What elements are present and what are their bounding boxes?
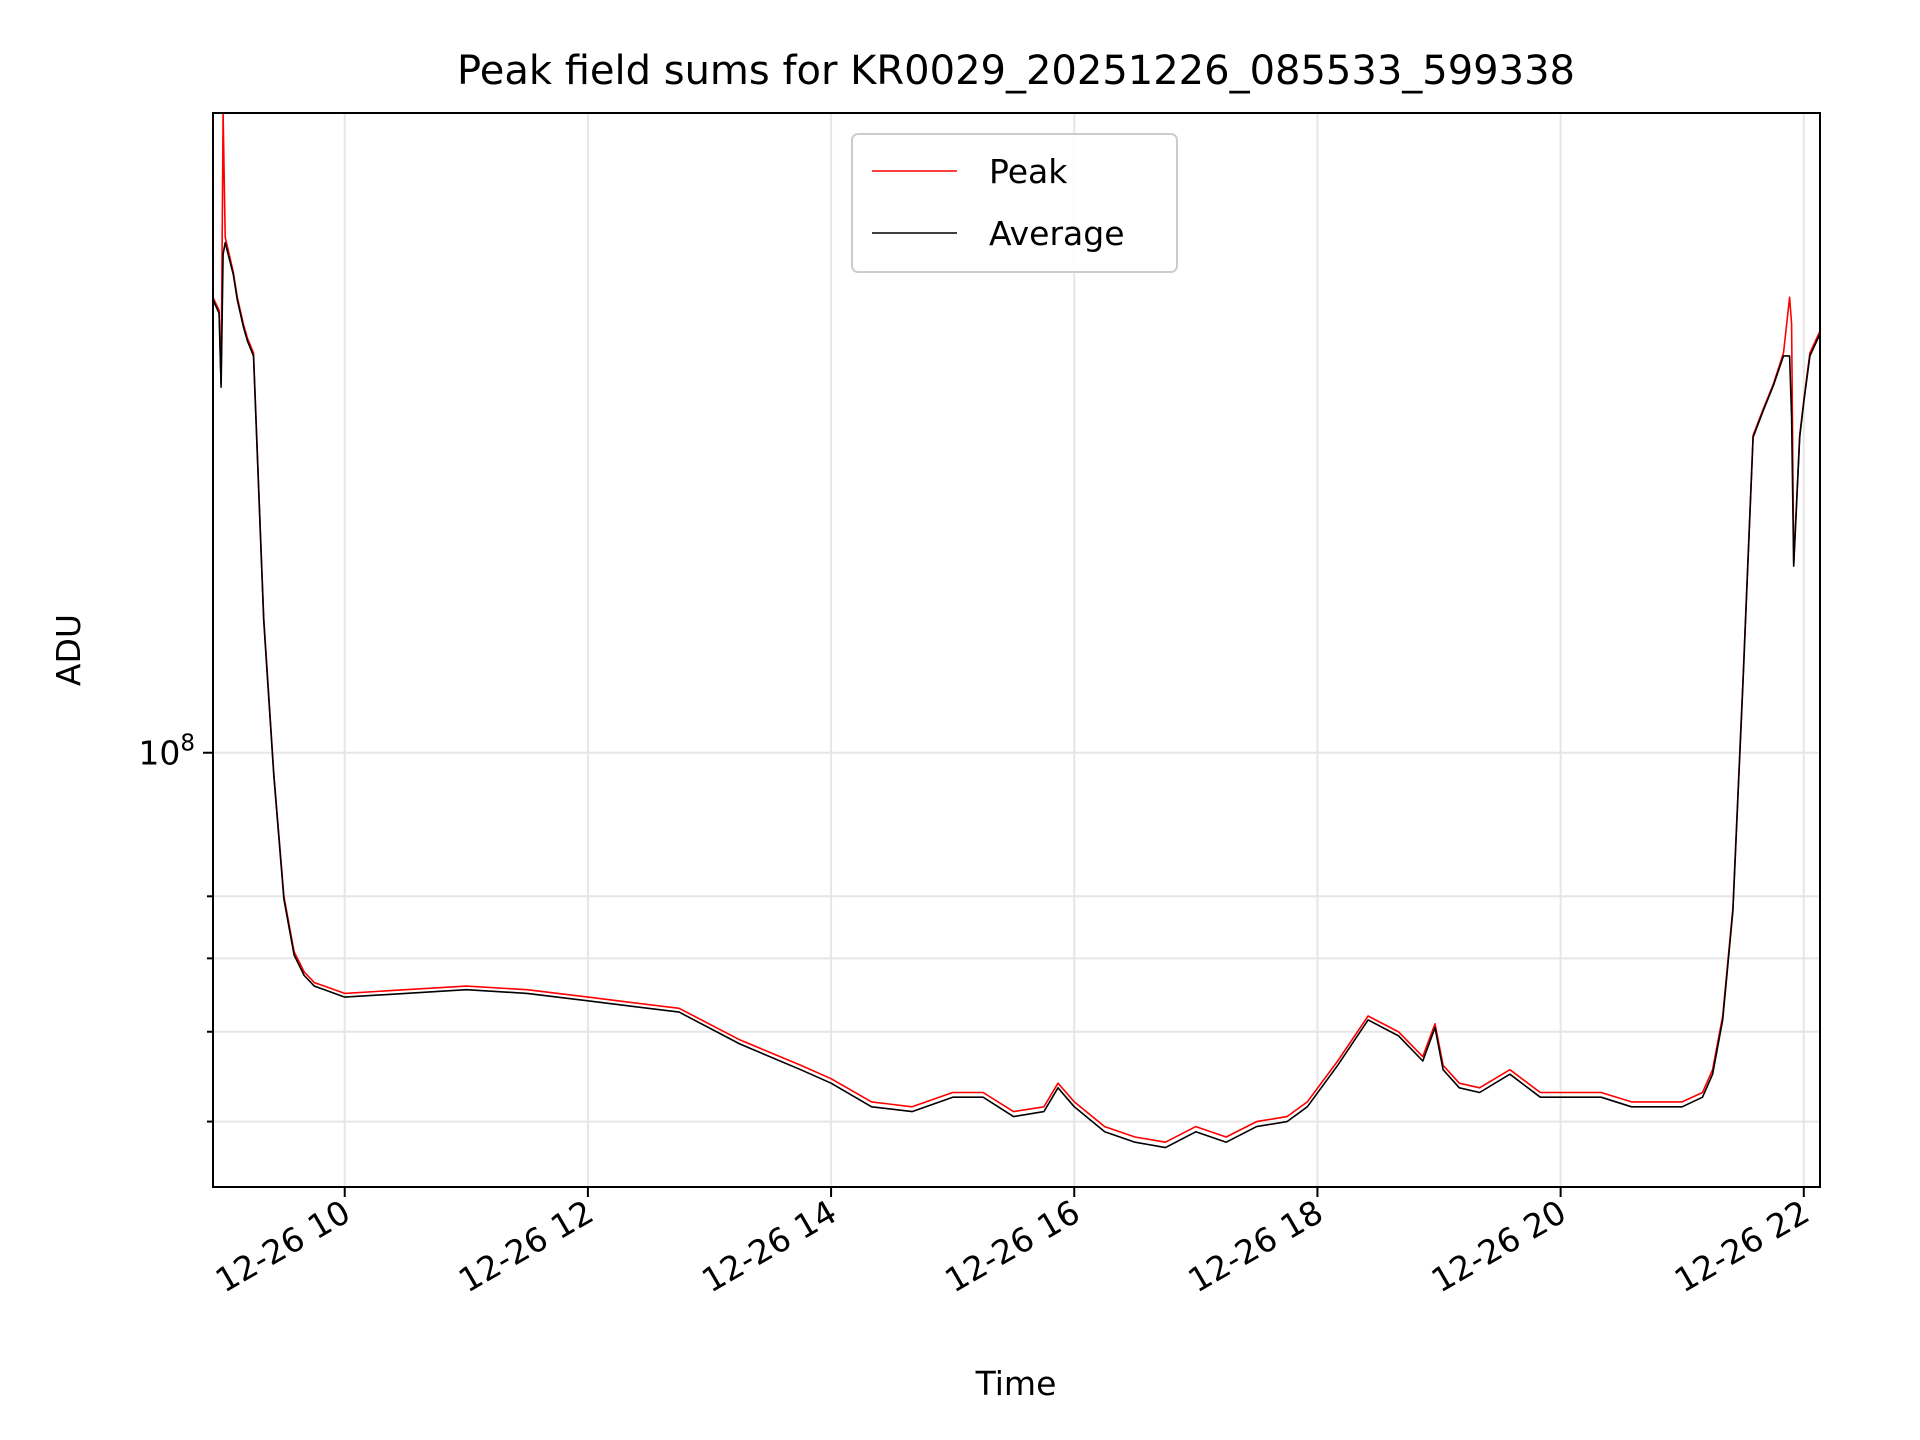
plot-frame <box>212 112 1821 1188</box>
y-axis-label: ADU <box>49 614 88 686</box>
y-tick-layer: 108 <box>138 731 213 1123</box>
y-tick-label-base: 10 <box>138 734 180 773</box>
legend-box <box>851 133 1178 273</box>
series-layer <box>212 112 1821 1149</box>
x-axis-label: Time <box>975 1364 1057 1403</box>
chart-title: Peak field sums for KR0029_20251226_0855… <box>457 48 1575 94</box>
legend: Peak Average <box>851 133 1178 273</box>
legend-label-peak: Peak <box>989 152 1068 191</box>
series-line-average <box>212 241 1821 1149</box>
grid-layer <box>213 113 1820 1187</box>
y-tick-label-exponent: 8 <box>180 731 195 757</box>
y-tick-label: 108 <box>138 731 195 773</box>
legend-label-average: Average <box>989 214 1125 253</box>
